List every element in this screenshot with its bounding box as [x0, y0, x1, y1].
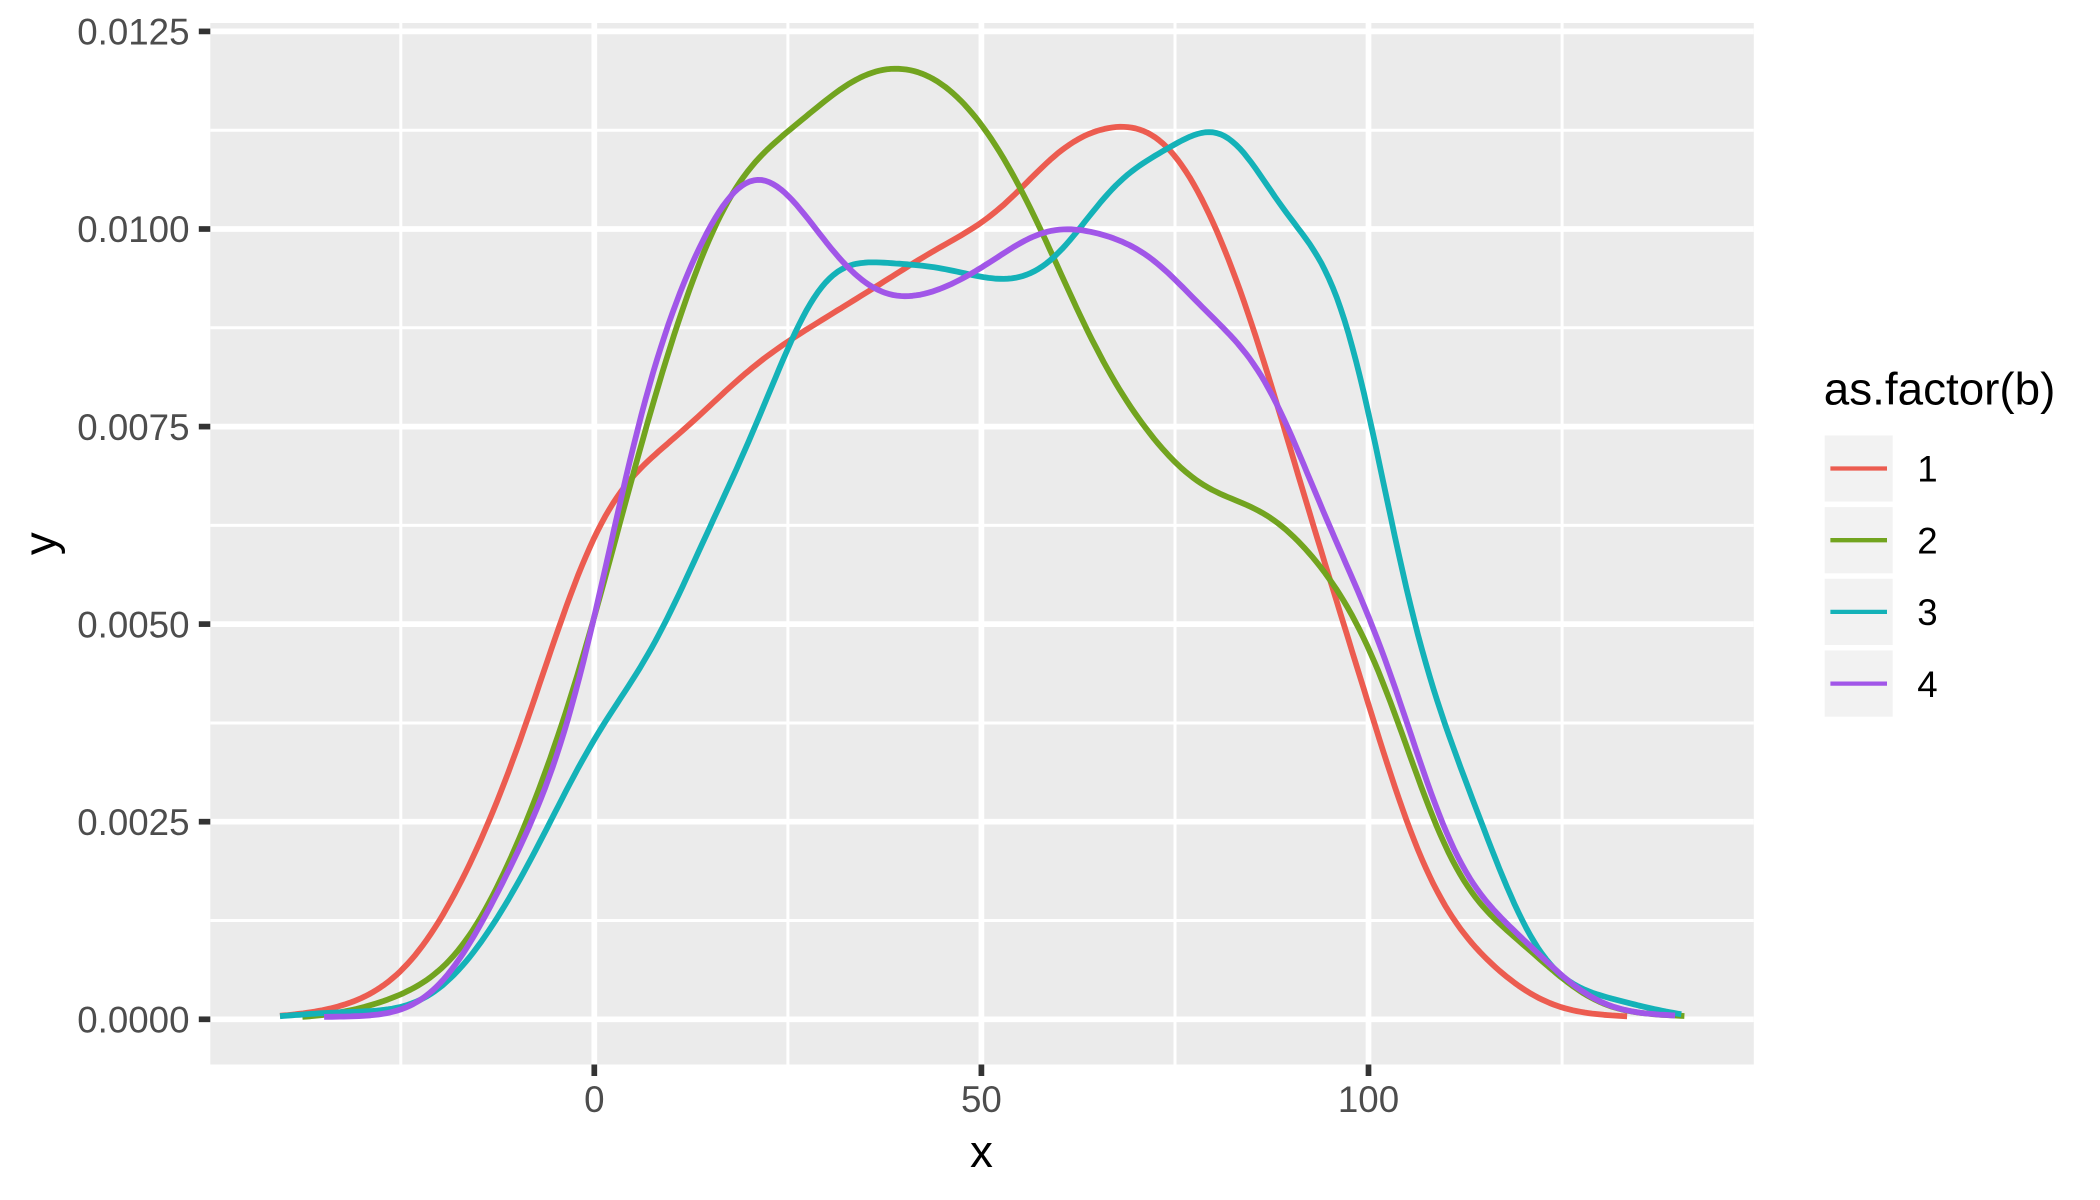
svg-text:0: 0: [584, 1079, 604, 1120]
svg-text:0.0100: 0.0100: [77, 209, 189, 250]
svg-text:4: 4: [1917, 664, 1937, 705]
svg-text:100: 100: [1338, 1079, 1399, 1120]
svg-text:y: y: [14, 532, 65, 555]
svg-text:3: 3: [1917, 592, 1937, 633]
svg-text:1: 1: [1917, 449, 1937, 490]
svg-text:0.0125: 0.0125: [77, 12, 189, 53]
svg-text:x: x: [970, 1126, 993, 1177]
svg-text:0.0000: 0.0000: [77, 1000, 189, 1041]
svg-text:0.0025: 0.0025: [77, 802, 189, 843]
svg-text:as.factor(b): as.factor(b): [1824, 364, 2056, 415]
svg-text:0.0075: 0.0075: [77, 407, 189, 448]
svg-text:0.0050: 0.0050: [77, 604, 189, 645]
svg-text:2: 2: [1917, 520, 1937, 561]
svg-text:50: 50: [961, 1079, 1002, 1120]
